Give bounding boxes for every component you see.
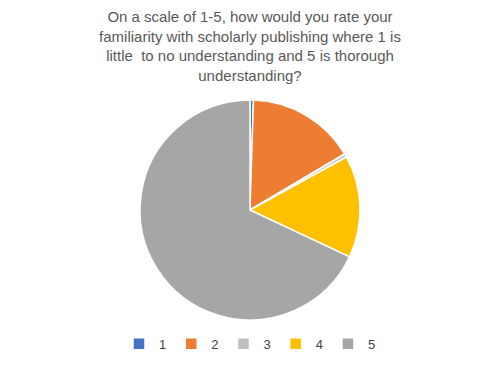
svg-text:5: 5 xyxy=(368,337,375,352)
svg-text:4: 4 xyxy=(316,337,323,352)
svg-text:2: 2 xyxy=(211,337,218,352)
svg-text:On a scale of 1-5, how would y: On a scale of 1-5, how would you rate yo… xyxy=(99,8,401,84)
svg-text:3: 3 xyxy=(263,337,270,352)
svg-text:1: 1 xyxy=(159,337,166,352)
